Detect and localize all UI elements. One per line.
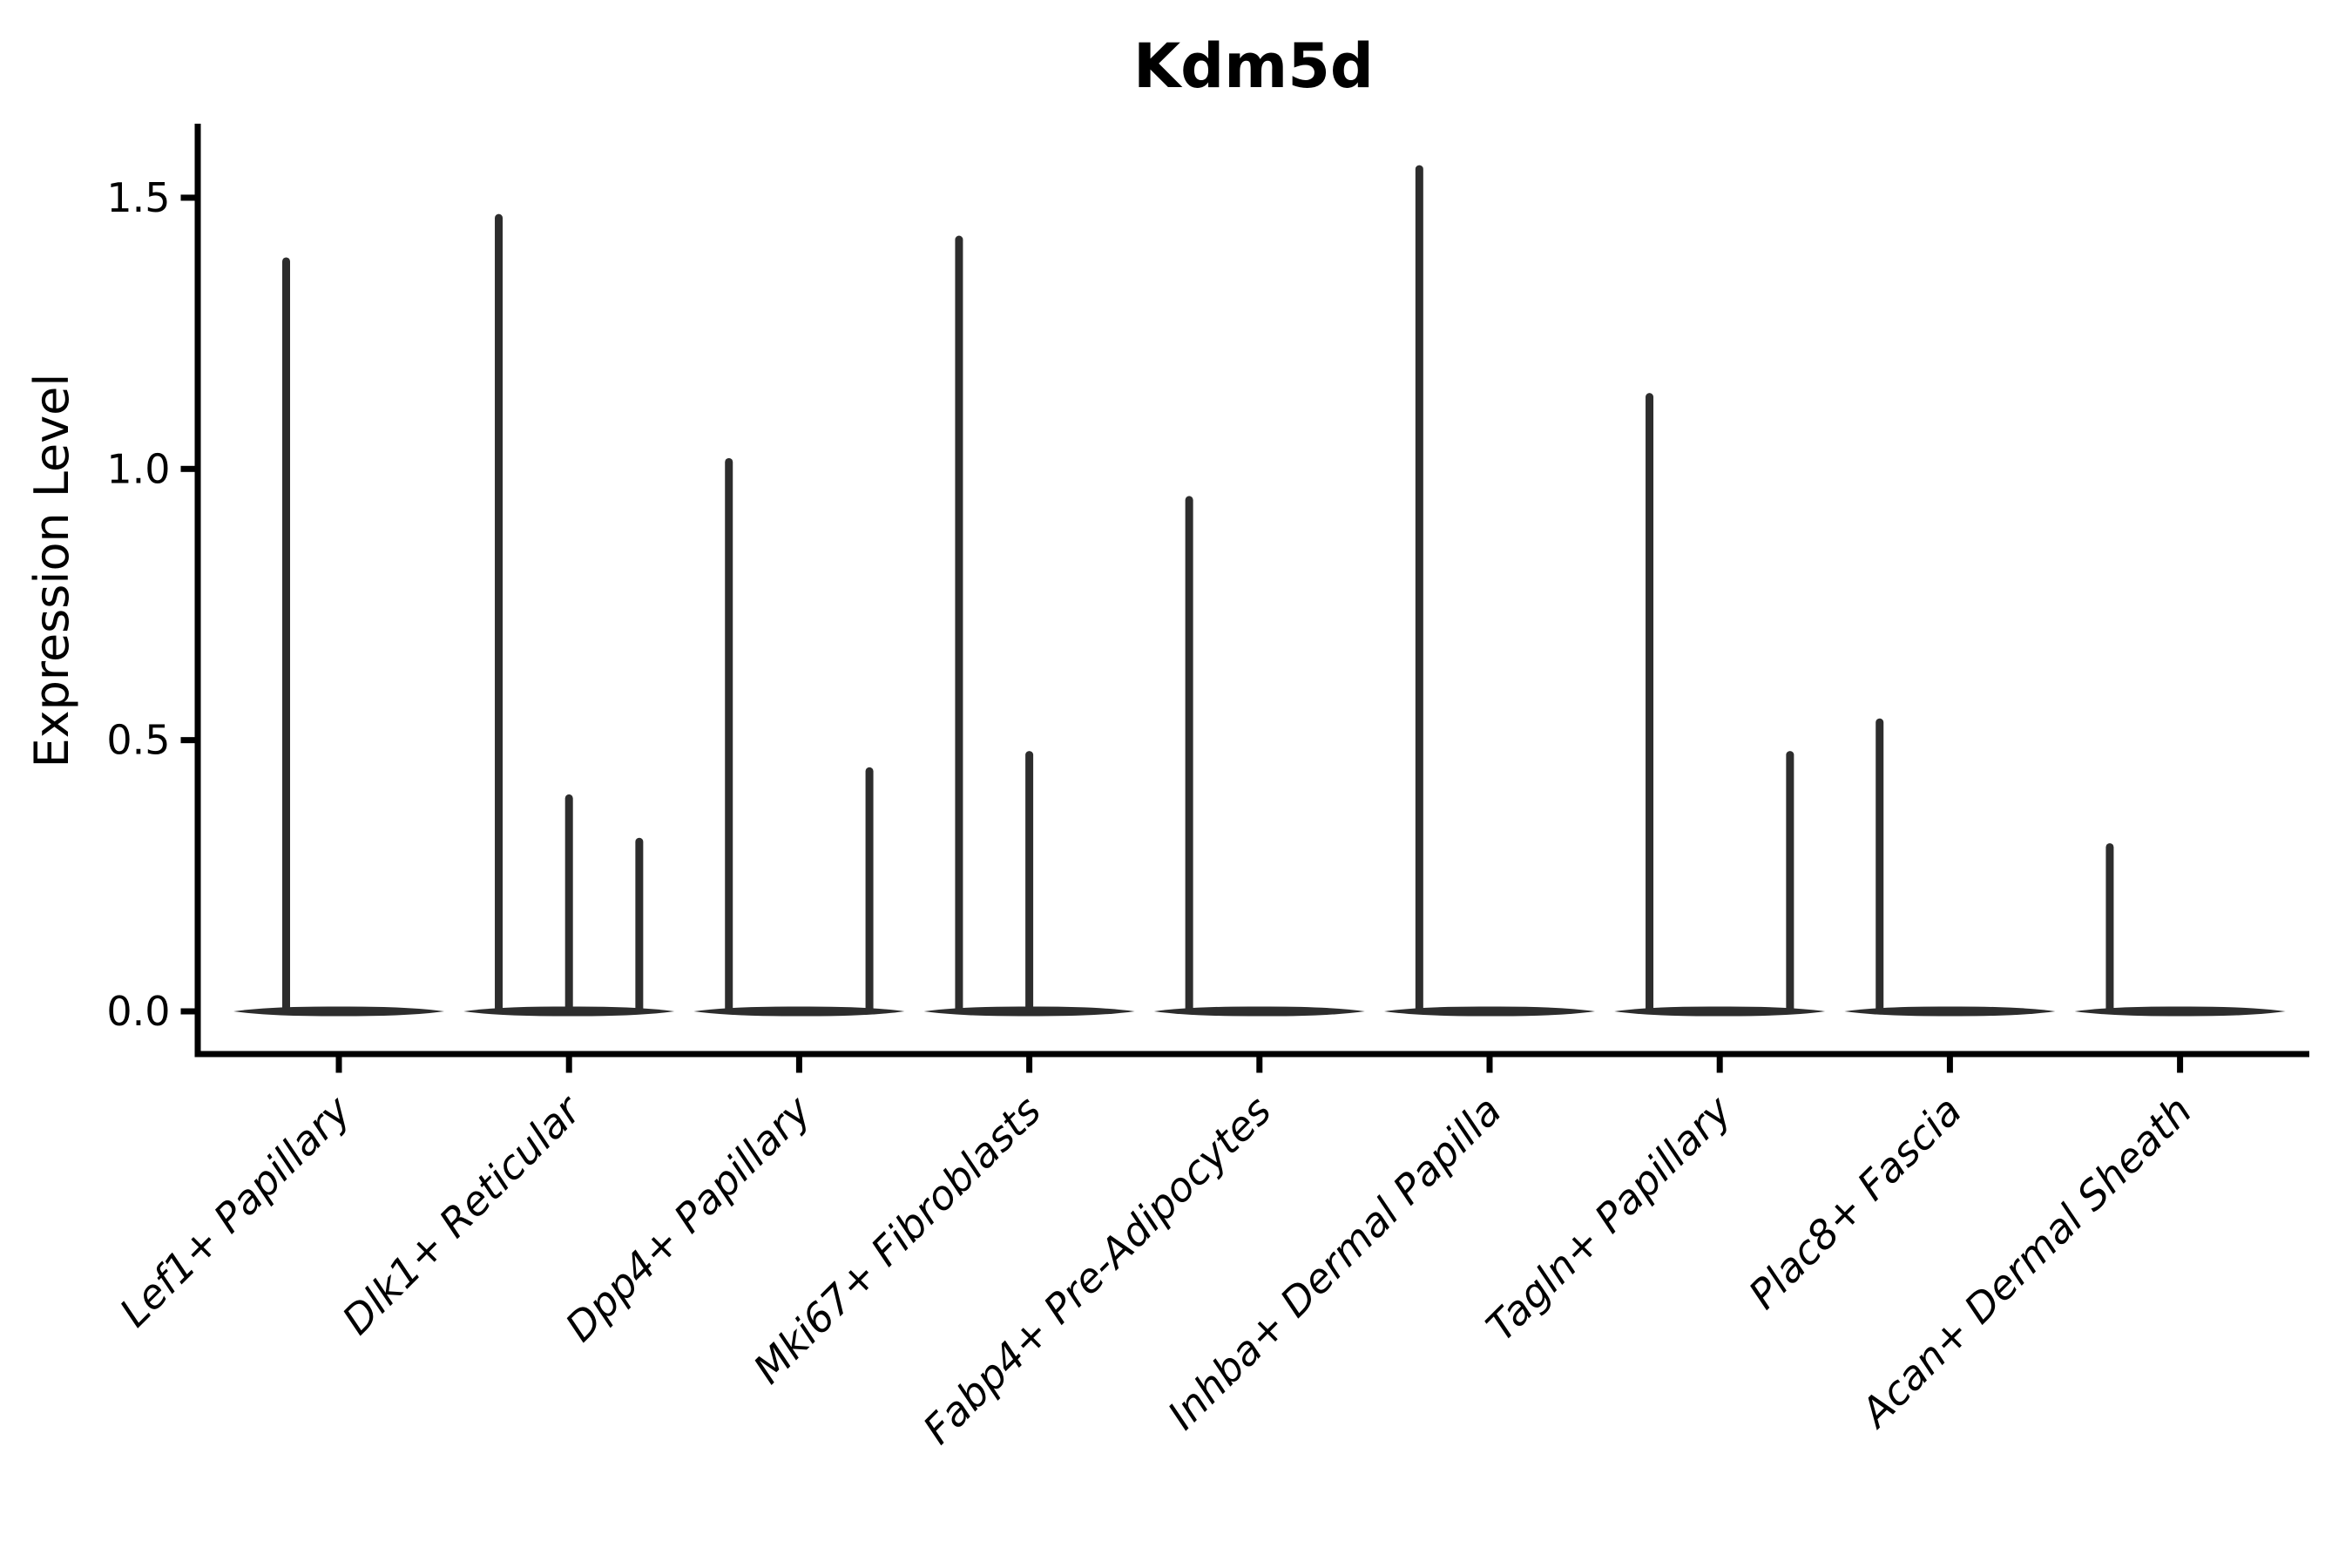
x-tick [565,1057,572,1073]
violin-spike [1025,751,1034,1013]
y-tick [180,1008,195,1015]
y-tick-label: 1.5 [106,174,170,221]
violin-base [1844,1006,2056,1017]
y-tick [180,194,195,201]
x-category-label: Lef1+ Papillary [111,1086,360,1335]
x-tick [1026,1057,1033,1073]
violin-base [2074,1006,2286,1017]
violin-spike [1646,393,1654,1013]
violin-base [1153,1006,1365,1017]
y-tick [180,737,195,744]
x-tick [795,1057,802,1073]
x-tick [335,1057,342,1073]
violin-spike [282,257,290,1013]
x-tick [1946,1057,1953,1073]
x-category-label: Plac8+ Fascia [1740,1087,1970,1318]
y-axis-label: Expression Level [24,374,79,768]
x-category-label: Dpp4+ Papillary [557,1086,821,1350]
violin-spike [495,213,504,1014]
x-axis-spine [194,1051,2309,1058]
violin-spike [635,837,644,1013]
violin-base [1614,1006,1826,1017]
violin-spike [2105,842,2114,1013]
violin-base [233,1006,444,1017]
violin-spike [955,235,963,1013]
violin-spike [1185,496,1193,1013]
y-tick-label: 1.0 [106,445,170,492]
violin-spike [1876,718,1884,1013]
violin-spike [1415,165,1423,1013]
violin-base [1384,1006,1595,1017]
x-tick [1256,1057,1263,1073]
x-tick [1716,1057,1723,1073]
violin-spike [1786,751,1794,1013]
y-tick-label: 0.0 [106,988,170,1035]
violin-base [693,1006,905,1017]
chart-title: Kdm5d [1133,30,1374,102]
x-tick [2177,1057,2184,1073]
y-tick-label: 0.5 [106,717,170,764]
y-tick [180,465,195,472]
x-category-label: Tagln+ Papillary [1477,1086,1741,1350]
violin-spike [865,767,874,1013]
violin-spike [564,794,573,1013]
y-axis-spine [194,124,201,1058]
x-category-label: Dlk1+ Reticular [333,1085,591,1343]
violin-spike [725,457,733,1013]
x-tick [1486,1057,1493,1073]
